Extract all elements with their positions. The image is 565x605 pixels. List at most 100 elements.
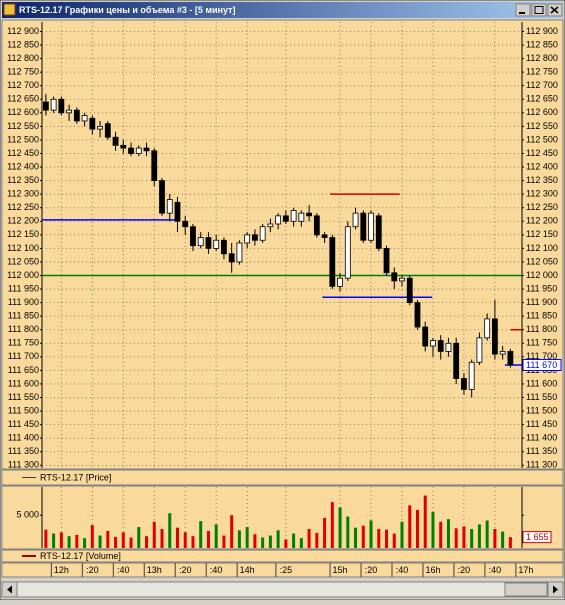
- y-tick-label: 112 300: [7, 189, 39, 199]
- maximize-button[interactable]: [531, 3, 547, 17]
- volume-bar: [408, 505, 412, 548]
- volume-bar: [501, 531, 505, 548]
- y-tick-label: 112 500: [7, 134, 39, 144]
- volume-bar: [485, 520, 489, 548]
- volume-bar: [377, 528, 381, 548]
- last-price-box: [522, 358, 562, 371]
- scrollbar[interactable]: [1, 581, 564, 598]
- y-tick-label: 112 750: [526, 67, 558, 77]
- volume-bar: [245, 527, 249, 548]
- candle-body: [143, 147, 150, 152]
- volume-bar: [52, 533, 56, 548]
- candle-body: [313, 215, 320, 236]
- y-tick-label: 112 550: [526, 121, 558, 131]
- y-tick-label: 112 000: [526, 270, 558, 280]
- volume-bar: [439, 521, 443, 548]
- candle-body: [437, 340, 444, 352]
- volume-bar: [323, 517, 327, 548]
- volume-bar: [470, 528, 474, 548]
- volume-bar: [276, 530, 280, 548]
- y-tick-label: 112 250: [526, 202, 558, 212]
- candle-body: [375, 215, 382, 249]
- volume-bar: [114, 536, 118, 548]
- volume-bar: [121, 532, 125, 548]
- volume-bar: [137, 527, 141, 548]
- y-tick-label: 112 000: [7, 270, 39, 280]
- volume-bar: [369, 520, 373, 548]
- y-tick-label: 111 800: [8, 324, 39, 334]
- volume-bar: [199, 521, 203, 548]
- volume-bar: [59, 532, 63, 548]
- volume-bar: [392, 533, 396, 548]
- volume-bar: [346, 516, 350, 548]
- y-tick-label: 111 850: [526, 311, 557, 321]
- y-tick-label: 112 500: [526, 134, 558, 144]
- volume-label: 1 655: [526, 532, 549, 542]
- volume-bar: [454, 528, 458, 548]
- window-buttons[interactable]: [515, 3, 563, 17]
- candle-body: [360, 212, 367, 241]
- candle-body: [282, 215, 289, 222]
- candle-body: [73, 109, 80, 122]
- scroll-thumb[interactable]: [504, 582, 548, 597]
- volume-bar: [338, 507, 342, 548]
- candle-body: [221, 239, 227, 255]
- volume-panel: [1, 485, 564, 550]
- y-tick-label: 112 700: [526, 80, 558, 90]
- y-tick-label: 111 950: [8, 283, 39, 293]
- y-tick-label: 111 300: [526, 460, 557, 470]
- y-tick-label: 112 850: [526, 39, 558, 49]
- candle-body: [166, 199, 173, 214]
- price-legend: RTS-12.17 [Price]: [40, 472, 111, 482]
- candle-body: [228, 253, 235, 263]
- x-tick-label: :20: [179, 565, 192, 575]
- y-tick-label: 111 450: [8, 419, 39, 429]
- y-tick-label: 111 950: [526, 283, 557, 293]
- y-tick-label: 112 300: [526, 189, 558, 199]
- minimize-button[interactable]: [515, 3, 531, 17]
- y-tick-label: 112 800: [7, 53, 39, 63]
- y-tick-label: 111 700: [8, 351, 39, 361]
- y-tick-label: 111 850: [8, 311, 39, 321]
- candle-body: [352, 212, 359, 228]
- title-bar: [2, 2, 563, 18]
- volume-bar: [261, 537, 265, 548]
- candle-body: [66, 109, 72, 114]
- volume-bar: [183, 532, 187, 548]
- candle-body: [89, 117, 96, 130]
- volume-legend-strip: [1, 549, 564, 563]
- candle-body: [135, 147, 142, 154]
- x-tick-label: :40: [117, 565, 130, 575]
- candle-body: [252, 234, 258, 241]
- volume-label-box: [522, 531, 552, 544]
- volume-bar: [253, 534, 257, 548]
- x-tick-label: :20: [458, 565, 471, 575]
- volume-bar: [152, 521, 156, 548]
- x-tick-label: 12h: [54, 565, 69, 575]
- y-tick-label: 111 900: [526, 297, 557, 307]
- candle-body: [499, 351, 506, 355]
- volume-bar: [98, 535, 102, 548]
- y-tick-label: 111 350: [526, 446, 557, 456]
- volume-bar: [508, 537, 512, 548]
- y-tick-label: 111 700: [526, 351, 557, 361]
- volume-bar: [431, 511, 435, 548]
- y-tick-label: 112 600: [526, 107, 558, 117]
- volume-bar: [268, 535, 272, 548]
- candle-body: [329, 237, 336, 287]
- candle-body: [213, 239, 220, 249]
- y-tick-label: 112 350: [7, 175, 39, 185]
- candle-body: [468, 361, 475, 390]
- y-tick-label: 111 750: [8, 338, 39, 348]
- y-tick-label: 112 650: [7, 94, 39, 104]
- volume-bar: [385, 529, 389, 548]
- x-tick-label: 16h: [425, 565, 440, 575]
- y-tick-label: 112 250: [7, 202, 39, 212]
- candle-body: [321, 234, 328, 238]
- y-tick-label: 112 150: [7, 229, 39, 239]
- volume-bar: [44, 529, 48, 548]
- volume-bar: [222, 535, 226, 548]
- volume-bar: [354, 527, 358, 548]
- candle-body: [58, 98, 65, 114]
